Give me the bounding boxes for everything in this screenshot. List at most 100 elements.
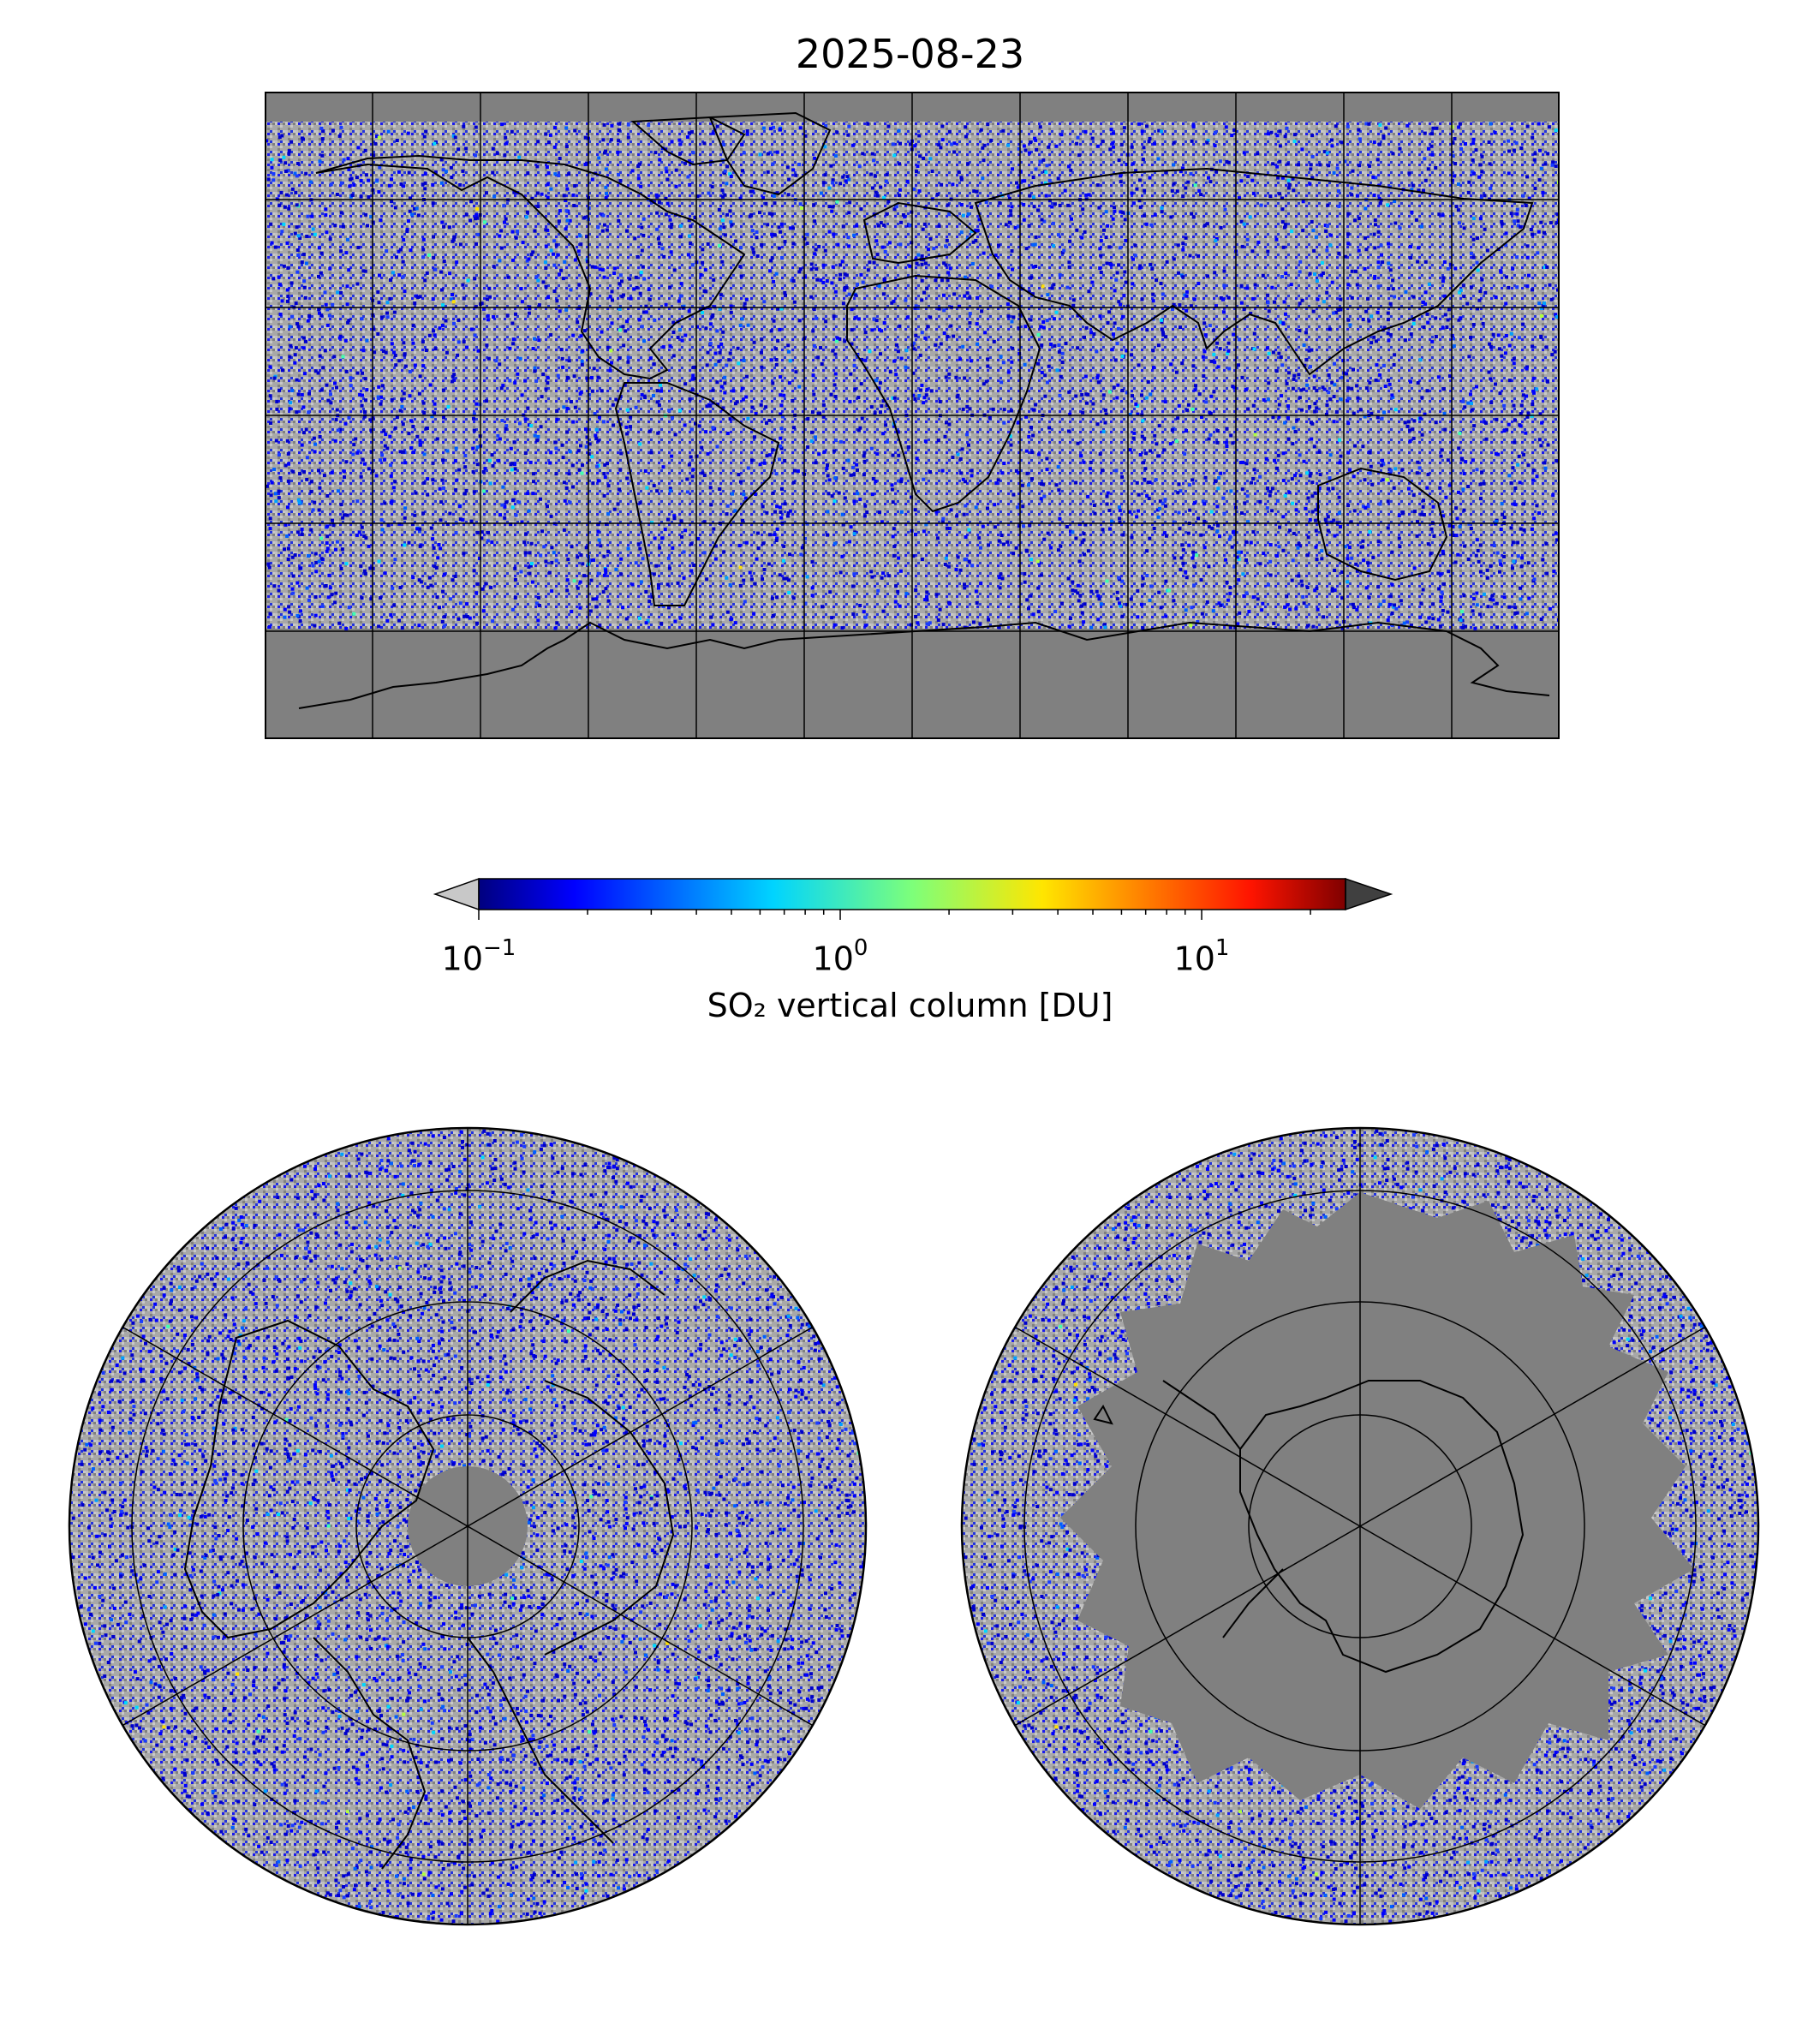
data-pixel: [468, 218, 473, 223]
data-pixel: [441, 303, 445, 307]
data-pixel: [1423, 260, 1428, 264]
data-pixel: [194, 1706, 199, 1710]
data-pixel: [741, 518, 744, 522]
data-pixel: [779, 446, 784, 451]
data-pixel: [753, 435, 756, 439]
data-pixel: [1338, 438, 1342, 442]
data-pixel: [1281, 479, 1286, 482]
data-pixel: [1372, 335, 1376, 339]
data-pixel: [743, 1550, 747, 1555]
data-pixel: [441, 388, 445, 392]
data-pixel: [1339, 454, 1343, 458]
data-pixel: [975, 189, 979, 194]
data-pixel: [1346, 580, 1350, 584]
data-pixel: [1036, 361, 1040, 366]
data-pixel: [1030, 477, 1034, 481]
data-pixel: [1406, 420, 1411, 424]
data-pixel: [544, 387, 548, 391]
data-pixel: [453, 135, 457, 140]
data-pixel: [591, 597, 595, 601]
data-pixel: [837, 1438, 841, 1442]
data-pixel: [775, 150, 779, 154]
data-pixel: [408, 394, 412, 398]
data-pixel: [1273, 458, 1276, 462]
data-pixel: [1378, 602, 1382, 606]
data-pixel: [487, 1261, 492, 1265]
data-pixel: [551, 1156, 555, 1161]
data-pixel: [318, 1752, 322, 1757]
data-pixel: [1034, 403, 1038, 407]
data-pixel: [638, 1233, 642, 1238]
data-pixel: [490, 453, 494, 457]
data-pixel: [349, 1693, 354, 1698]
data-pixel: [320, 604, 325, 608]
data-pixel: [1145, 549, 1149, 553]
data-pixel: [1493, 130, 1497, 134]
data-pixel: [1076, 313, 1080, 318]
data-pixel: [1219, 295, 1223, 300]
data-pixel: [875, 194, 880, 198]
data-pixel: [664, 302, 668, 307]
data-pixel: [173, 1572, 177, 1577]
data-pixel: [601, 213, 606, 218]
data-pixel: [1294, 508, 1298, 512]
data-pixel: [485, 191, 488, 195]
data-pixel: [963, 586, 967, 590]
data-pixel: [1228, 586, 1232, 589]
data-pixel: [1499, 269, 1503, 273]
data-pixel: [359, 194, 363, 199]
data-pixel: [1470, 170, 1474, 174]
data-pixel: [1525, 284, 1530, 289]
data-pixel: [411, 425, 415, 428]
data-pixel: [300, 443, 304, 447]
data-pixel: [942, 261, 946, 266]
data-pixel: [433, 411, 437, 415]
data-pixel: [512, 440, 516, 445]
data-pixel: [710, 1392, 714, 1396]
data-pixel: [1392, 605, 1396, 609]
data-pixel: [1147, 140, 1151, 144]
data-pixel: [394, 363, 398, 367]
data-pixel: [797, 1661, 801, 1665]
data-pixel: [403, 516, 407, 520]
data-pixel: [987, 618, 991, 622]
data-pixel: [1034, 138, 1038, 142]
data-pixel: [179, 1508, 182, 1513]
data-pixel: [857, 164, 862, 169]
data-pixel: [805, 242, 809, 246]
data-pixel: [1438, 624, 1442, 629]
data-pixel: [604, 570, 608, 575]
data-pixel: [1541, 304, 1545, 307]
data-pixel: [636, 542, 641, 546]
data-pixel: [334, 1878, 338, 1883]
data-pixel: [433, 564, 437, 569]
data-pixel: [1029, 558, 1033, 562]
data-pixel: [959, 471, 964, 475]
data-pixel: [284, 193, 289, 197]
data-pixel: [1516, 462, 1520, 467]
data-pixel: [1337, 189, 1340, 194]
data-pixel: [1308, 405, 1312, 409]
data-pixel: [1090, 136, 1095, 140]
data-pixel: [722, 1497, 726, 1501]
data-pixel: [471, 446, 475, 451]
data-pixel: [1281, 451, 1286, 456]
data-pixel: [286, 169, 290, 173]
data-pixel: [527, 257, 531, 261]
data-pixel: [344, 1220, 349, 1225]
data-pixel: [1171, 307, 1174, 311]
data-pixel: [594, 605, 599, 609]
data-pixel: [462, 552, 466, 556]
data-pixel: [475, 621, 479, 625]
data-pixel: [162, 1389, 166, 1393]
data-pixel: [744, 540, 749, 545]
data-pixel: [1309, 365, 1312, 369]
data-pixel: [1425, 389, 1429, 393]
data-pixel: [791, 279, 796, 283]
data-pixel: [1350, 186, 1354, 190]
data-pixel: [390, 397, 394, 402]
data-pixel: [1172, 163, 1176, 167]
data-pixel: [474, 1603, 477, 1608]
data-pixel: [1418, 416, 1423, 421]
data-pixel: [1311, 229, 1316, 233]
